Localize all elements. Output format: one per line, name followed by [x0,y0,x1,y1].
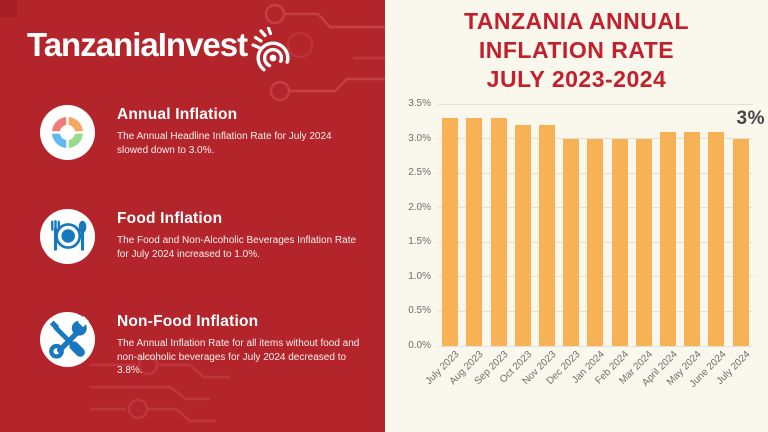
chart-title-line: INFLATION RATE [478,37,675,63]
bar-oct-2023 [514,124,531,346]
corner-square-decoration [0,0,17,17]
y-tick-label: 0.0% [408,340,431,351]
brand-panel: TanzaniaInvest [0,0,385,432]
bar-jan-2024 [587,138,604,346]
gridline [438,345,753,347]
bar-aug-2023 [466,117,483,346]
info-title: Non-Food Inflation [117,313,259,330]
info-body: The Annual Headline Inflation Rate for J… [117,131,332,156]
y-tick-label: 3.0% [408,132,431,144]
bar-june-2024 [708,131,725,346]
plot-area: 3% [438,103,764,347]
chart-title-line: TANZANIA ANNUAL [463,8,690,34]
bar-nov-2023 [538,124,555,346]
y-axis: 3.5% 3.0% 2.5% 2.0% 1.5% 1.0% 0.5% 0.0% [385,98,431,351]
x-axis: July 2023 Aug 2023 Sep 2023 Oct 2023 Nov 202… [424,349,753,429]
y-tick-label: 0.5% [408,305,431,317]
signal-icon [251,27,290,73]
chart-panel: TANZANIA ANNUAL INFLATION RATE JULY 2023… [385,0,768,432]
bar-july-2023 [442,117,459,346]
y-tick-label: 2.5% [408,167,431,179]
info-item-food-inflation: Food Inflation The Food and Non-Alcoholi… [40,209,362,264]
info-item-annual-inflation: Annual Inflation The Annual Headline Inf… [40,105,362,160]
bar-april-2024 [659,131,676,346]
info-body: The Annual Inflation Rate for all items … [117,338,360,376]
logo-text: TanzaniaInvest [27,26,248,63]
y-tick-label: 1.5% [408,236,431,248]
info-body: The Food and Non-Alcoholic Beverages Inf… [117,235,357,260]
gridline [438,103,753,105]
info-item-non-food-inflation: Non-Food Inflation The Annual Inflation … [40,312,362,378]
chart-title: TANZANIA ANNUAL INFLATION RATE JULY 2023… [385,7,768,94]
bar-feb-2024 [611,138,628,346]
pie-chart-icon [40,105,95,160]
y-tick-label: 1.0% [408,270,431,282]
y-tick-label: 2.0% [408,201,431,213]
bar-july-2024 [732,138,749,346]
bar-dec-2023 [563,138,580,346]
info-title: Annual Inflation [117,106,238,123]
tools-icon [40,312,95,367]
y-tick-label: 3.5% [408,98,431,109]
bar-may-2024 [684,131,701,346]
bar-mar-2024 [635,138,652,346]
logo: TanzaniaInvest [27,24,290,73]
dining-icon [40,209,95,264]
value-annotation: 3% [736,108,765,129]
info-title: Food Inflation [117,210,223,227]
gridline [438,138,753,140]
chart-title-line: JULY 2023-2024 [486,66,667,92]
bar-sep-2023 [490,117,507,346]
